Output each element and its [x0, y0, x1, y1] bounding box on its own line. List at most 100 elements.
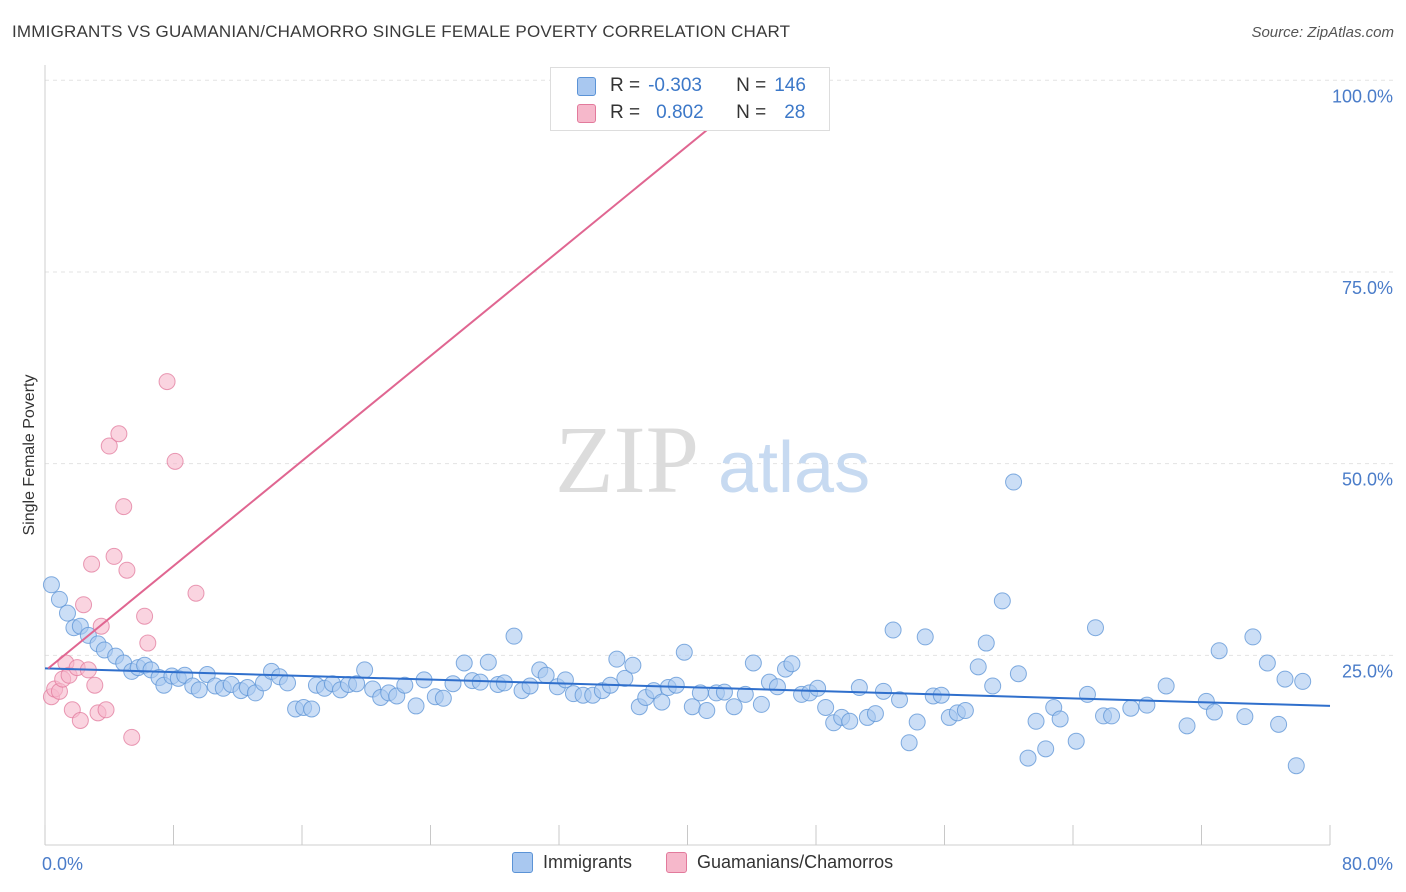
data-point — [809, 679, 827, 697]
data-point — [977, 634, 995, 652]
stats-row-immigrants: R = -0.303 N = 146 — [551, 73, 806, 99]
trend-lines — [44, 79, 1331, 707]
data-point — [158, 373, 176, 391]
immigrants-swatch — [577, 76, 596, 96]
data-point — [444, 675, 462, 693]
watermark: ZIP atlas — [555, 406, 870, 513]
legend-immigrants-label: Immigrants — [543, 852, 633, 872]
data-point — [1005, 473, 1023, 491]
axes — [44, 65, 1331, 846]
y-tick-label: 50.0% — [1342, 470, 1393, 490]
data-point — [768, 678, 786, 696]
r-label: R = — [610, 75, 641, 96]
data-point — [1157, 677, 1175, 695]
data-point — [505, 627, 523, 645]
data-point — [725, 698, 743, 716]
data-point — [198, 665, 216, 683]
guamanians-swatch — [577, 103, 596, 123]
data-point — [744, 654, 762, 672]
data-point — [136, 607, 154, 625]
y-tick-label: 75.0% — [1342, 278, 1393, 298]
data-point — [42, 576, 60, 594]
data-point — [100, 437, 118, 455]
data-point — [653, 693, 671, 711]
data-point — [1051, 710, 1069, 728]
data-point — [1009, 665, 1027, 683]
data-point — [1205, 703, 1223, 721]
data-point — [1067, 732, 1085, 750]
series-guamanians-points — [42, 71, 825, 746]
data-point — [1276, 670, 1294, 688]
data-point — [1027, 712, 1045, 730]
n-value: 146 — [774, 75, 806, 96]
data-point — [891, 691, 909, 709]
n-value: 28 — [784, 102, 806, 123]
data-point — [348, 675, 366, 693]
data-point — [916, 628, 934, 646]
data-point — [75, 596, 93, 614]
data-point — [1270, 715, 1288, 733]
source-label: Source: ZipAtlas.com — [1251, 24, 1394, 41]
y-tick-label: 25.0% — [1342, 661, 1393, 681]
data-point — [624, 656, 642, 674]
data-point — [356, 661, 374, 679]
data-point — [969, 658, 987, 676]
y-tick-label: 100.0% — [1332, 86, 1393, 106]
legend-immigrants-swatch — [512, 852, 533, 873]
data-point — [71, 711, 89, 729]
data-point — [139, 634, 157, 652]
data-point — [58, 604, 76, 622]
series-legend: Immigrants Guamanians/Chamorros — [512, 852, 893, 873]
data-point — [1294, 672, 1312, 690]
data-point — [1287, 757, 1305, 775]
data-point — [841, 712, 859, 730]
data-point — [1019, 749, 1037, 767]
data-point — [396, 676, 414, 694]
data-point — [1086, 619, 1104, 637]
y-axis-label: Single Female Poverty — [21, 375, 38, 536]
chart-title: IMMIGRANTS VS GUAMANIAN/CHAMORRO SINGLE … — [12, 22, 791, 41]
data-point — [984, 677, 1002, 695]
data-point — [1037, 740, 1055, 758]
data-point — [1258, 654, 1276, 672]
data-point — [556, 671, 574, 689]
data-point — [900, 734, 918, 752]
data-point — [187, 584, 205, 602]
data-point — [993, 592, 1011, 610]
r-value: 0.802 — [656, 102, 704, 123]
trend-line-1 — [47, 79, 769, 670]
watermark-atlas: atlas — [718, 428, 870, 508]
data-point — [105, 547, 123, 565]
watermark-zip: ZIP — [555, 406, 699, 513]
n-label: N = — [736, 75, 767, 96]
data-point — [50, 590, 68, 608]
data-point — [83, 555, 101, 573]
data-point — [675, 643, 693, 661]
data-point — [1178, 717, 1196, 735]
data-point — [1210, 642, 1228, 660]
trend-line-0 — [44, 667, 1331, 707]
data-point — [1244, 628, 1262, 646]
data-point — [434, 689, 452, 707]
data-point — [455, 654, 473, 672]
data-point — [407, 697, 425, 715]
legend-guamanians-swatch — [666, 852, 688, 873]
data-point — [956, 702, 974, 720]
x-tick-label: 0.0% — [42, 854, 83, 874]
data-point — [752, 695, 770, 713]
data-point — [736, 685, 754, 703]
data-point — [110, 425, 128, 443]
data-point — [97, 701, 115, 719]
data-point — [115, 498, 133, 516]
data-point — [1078, 685, 1096, 703]
data-point — [866, 705, 884, 723]
r-value: -0.303 — [648, 75, 702, 96]
data-point — [279, 674, 297, 692]
r-label: R = — [610, 102, 641, 123]
data-point — [166, 452, 184, 470]
tick-labels: 25.0% 50.0% 75.0% 100.0% 0.0% 80.0% — [42, 86, 1393, 874]
n-label: N = — [736, 102, 767, 123]
data-point — [715, 683, 733, 701]
data-point — [1122, 699, 1140, 717]
